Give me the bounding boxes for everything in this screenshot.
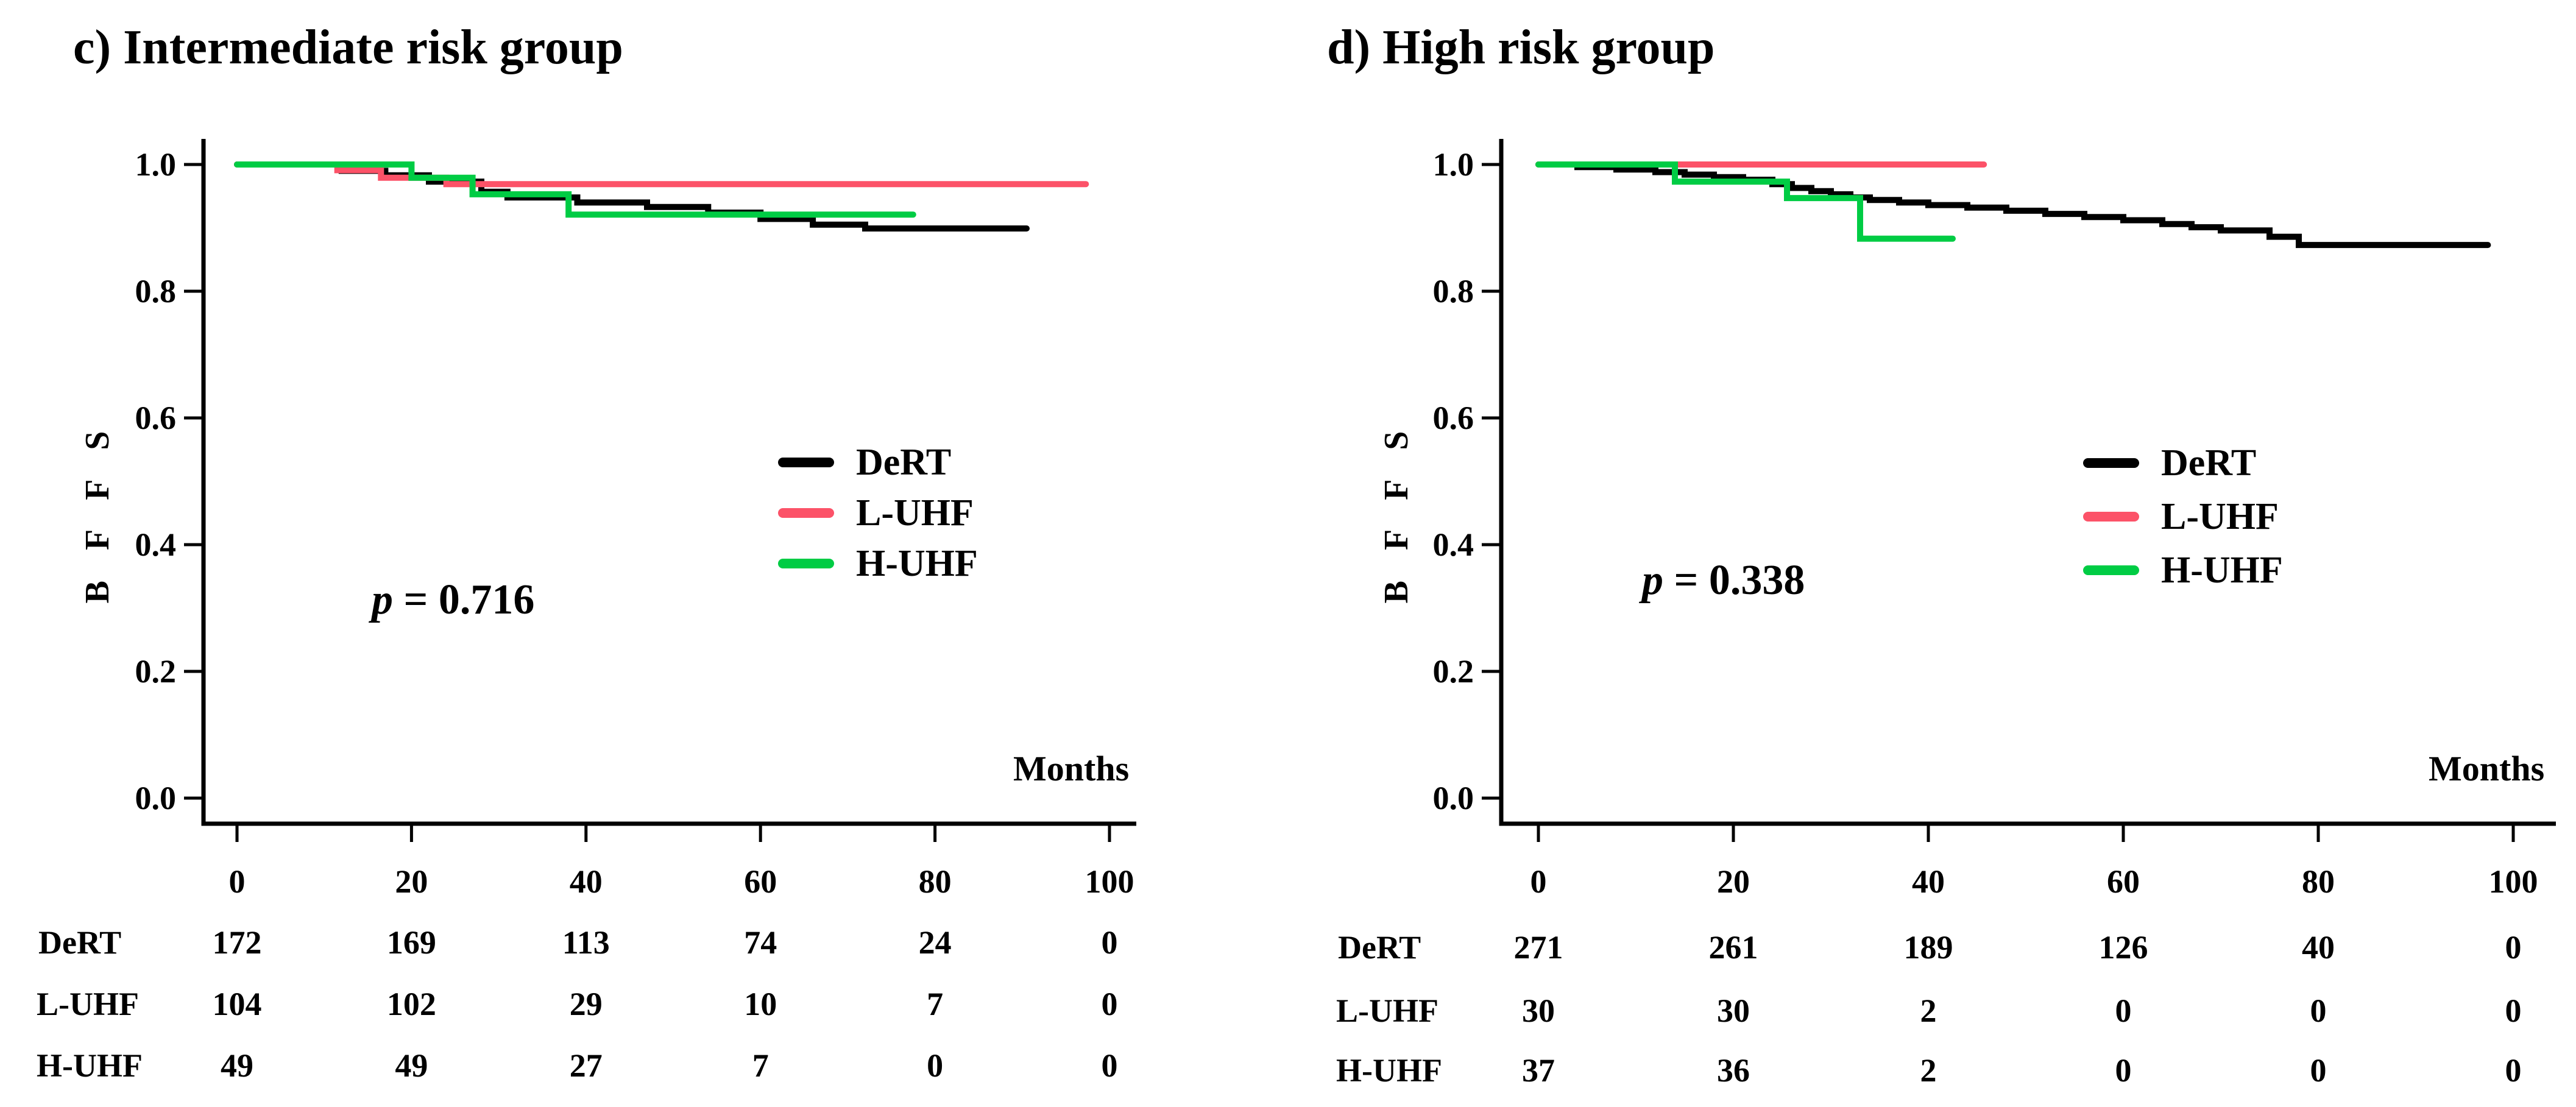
risk-table-value: 36 (1717, 1052, 1750, 1089)
risk-table-value: 30 (1717, 992, 1750, 1029)
risk-table-value: 30 (1522, 992, 1555, 1029)
risk-table-value: 0 (2310, 1052, 2327, 1089)
y-tick-label: 0.0 (1432, 780, 1474, 816)
risk-table-value: 7 (752, 1047, 769, 1084)
x-tick-label: 20 (395, 863, 428, 900)
risk-row-label-huhf: H-UHF (37, 1047, 143, 1084)
legend-label-dert: DeRT (856, 442, 952, 483)
risk-table-value: 37 (1522, 1052, 1555, 1089)
x-tick-label: 100 (2488, 863, 2538, 900)
risk-row-label-dert: DeRT (38, 924, 122, 961)
risk-table-value: 27 (569, 1047, 603, 1084)
risk-table-value: 40 (2302, 929, 2335, 966)
risk-table-value: 49 (395, 1047, 428, 1084)
y-tick-label: 0.4 (1432, 526, 1474, 563)
risk-table-value: 104 (212, 986, 262, 1022)
legend-swatch-huhf (778, 559, 834, 568)
risk-table-value: 189 (1903, 929, 1953, 966)
x-tick-label: 60 (2107, 863, 2140, 900)
y-tick-label: 1.0 (135, 146, 177, 183)
y-tick-label: 0.8 (1432, 273, 1474, 309)
x-tick-label: 80 (2302, 863, 2335, 900)
legend-label-dert: DeRT (2161, 442, 2257, 484)
p-symbol: p (1642, 557, 1663, 604)
x-tick-label: 0 (228, 863, 246, 900)
y-tick-label: 0.6 (135, 400, 177, 436)
huhf-survival-curve (1535, 161, 1956, 242)
panel-c-p-value: p = 0.716 (372, 573, 534, 628)
risk-table-value: 102 (386, 986, 436, 1022)
huhf-survival-curve (234, 161, 916, 218)
risk-row-label-luhf: L-UHF (37, 986, 139, 1022)
risk-table-value: 2 (1920, 992, 1937, 1029)
risk-table-value: 0 (927, 1047, 944, 1084)
x-tick-label: 20 (1717, 863, 1750, 900)
x-tick-label: 40 (1912, 863, 1945, 900)
risk-table-value: 172 (212, 924, 262, 961)
x-tick-label: 40 (569, 863, 603, 900)
x-tick-label: 100 (1085, 863, 1134, 900)
x-tick-label: 0 (1530, 863, 1547, 900)
risk-row-label-luhf: L-UHF (1336, 992, 1438, 1029)
legend-swatch-huhf (2083, 565, 2139, 575)
p-value-text: = 0.338 (1663, 557, 1805, 604)
panel-c-y-axis-label: B F F S (79, 420, 116, 604)
y-tick-label: 0.2 (1432, 653, 1474, 690)
panel-d-x-axis-label: Months (2429, 749, 2545, 788)
y-tick-label: 0.0 (135, 780, 177, 816)
risk-table-value: 2 (1920, 1052, 1937, 1089)
legend-label-huhf: H-UHF (856, 543, 978, 584)
p-symbol: p (372, 576, 393, 623)
risk-table-value: 271 (1513, 929, 1563, 966)
risk-table-value: 0 (1101, 986, 1118, 1022)
risk-table-value: 169 (386, 924, 436, 961)
panel-d-y-axis-label: B F F S (1378, 420, 1415, 604)
y-tick-label: 0.8 (135, 273, 177, 309)
risk-table-value: 74 (744, 924, 777, 961)
risk-table-value: 261 (1708, 929, 1758, 966)
legend-swatch-luhf (778, 508, 834, 518)
risk-table-value: 113 (562, 924, 610, 961)
dert-survival-curve (1535, 161, 2491, 249)
risk-table-value: 7 (927, 986, 944, 1022)
risk-row-label-dert: DeRT (1338, 929, 1421, 966)
y-tick-label: 1.0 (1432, 146, 1474, 183)
risk-table-value: 29 (569, 986, 603, 1022)
risk-table-value: 0 (2505, 929, 2522, 966)
x-tick-label: 80 (918, 863, 952, 900)
legend-swatch-luhf (2083, 512, 2139, 522)
legend-swatch-dert (778, 458, 834, 467)
axis-frame (201, 139, 1136, 826)
legend-label-luhf: L-UHF (2161, 496, 2279, 537)
y-tick-label: 0.4 (135, 526, 177, 563)
panel-c-title: c) Intermediate risk group (73, 21, 623, 74)
axis-frame (1499, 139, 2556, 826)
panel-c-x-axis-label: Months (1013, 749, 1130, 788)
risk-table-value: 24 (918, 924, 952, 961)
risk-table-value: 0 (1101, 924, 1118, 961)
legend-label-luhf: L-UHF (856, 492, 974, 534)
panel-d-p-value: p = 0.338 (1642, 553, 1805, 608)
risk-row-label-huhf: H-UHF (1336, 1052, 1442, 1089)
risk-table-value: 0 (1101, 1047, 1118, 1084)
legend-swatch-dert (2083, 458, 2139, 468)
panel-d-title: d) High risk group (1327, 21, 1715, 74)
risk-table-value: 0 (2115, 1052, 2132, 1089)
risk-table-value: 0 (2505, 992, 2522, 1029)
dert-survival-curve (234, 161, 1030, 232)
legend-label-huhf: H-UHF (2161, 550, 2283, 591)
risk-table-value: 0 (2310, 992, 2327, 1029)
x-tick-label: 60 (744, 863, 777, 900)
risk-table-value: 126 (2098, 929, 2148, 966)
y-tick-label: 0.6 (1432, 400, 1474, 436)
risk-table-value: 0 (2505, 1052, 2522, 1089)
risk-table-value: 10 (744, 986, 777, 1022)
y-tick-label: 0.2 (135, 653, 177, 690)
risk-table-value: 49 (221, 1047, 253, 1084)
risk-table-value: 0 (2115, 992, 2132, 1029)
p-value-text: = 0.716 (393, 576, 535, 623)
